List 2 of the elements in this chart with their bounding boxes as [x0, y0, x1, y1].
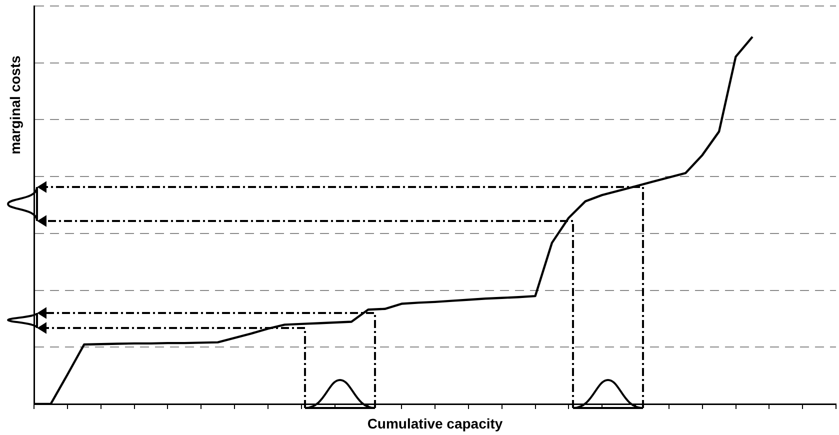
x-axis-title: Cumulative capacity: [367, 415, 503, 432]
y-axis-title: marginal costs: [6, 55, 23, 154]
